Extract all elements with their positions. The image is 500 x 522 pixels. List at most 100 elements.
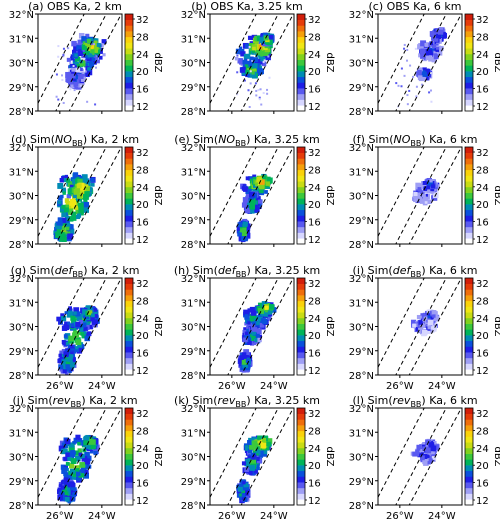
reflectivity-cell [63,456,68,462]
lat-tick-label: 28°N [9,240,34,251]
reflectivity-cell [251,456,256,462]
colorbar-unit-label: dBZ [152,52,163,72]
reflectivity-cell [248,45,251,48]
swath-line [378,147,425,237]
reflectivity-cell [412,75,415,78]
reflectivity-cell [75,67,81,73]
panel-plot: 32°N 31°N 30°N 29°N 28°N 26°W 24°W 32 28 24 20 16 12… [349,404,500,522]
swath-line [55,15,106,111]
reflectivity-cell [241,352,247,357]
reflectivity-cell [82,49,85,52]
reflectivity-cell [79,313,85,319]
reflectivity-cell [252,187,259,194]
reflectivity-cell [70,450,76,455]
reflectivity-cell [251,320,257,326]
colorbar-tick-label: 24 [136,314,149,325]
colorbar-tick-label: 12 [136,366,149,377]
reflectivity-cell [65,71,72,78]
reflectivity-cell [76,213,82,218]
reflectivity-cell [69,224,73,228]
lat-tick-label: 29°N [9,83,34,94]
reflectivity-cell [243,309,250,316]
reflectivity-cell [253,57,259,63]
reflectivity-cell [64,198,70,203]
reflectivity-cell [256,49,262,56]
panel-title: (c) OBS Ka, 6 km [368,0,462,13]
lat-tick-label: 32°N [349,143,374,154]
reflectivity-cell [57,200,62,205]
reflectivity-cell [423,181,430,188]
reflectivity-cell [410,319,417,325]
lat-tick-label: 29°N [181,477,206,488]
swath-line [210,408,257,498]
reflectivity-cell [90,49,95,54]
reflectivity-cell [249,465,256,471]
reflectivity-cell [69,69,75,75]
reflectivity-cell [55,95,58,98]
reflectivity-cell [92,56,99,63]
reflectivity-cell [58,445,65,452]
reflectivity-cell [260,312,264,316]
reflectivity-cell [436,51,439,54]
reflectivity-cell [397,84,400,87]
reflectivity-cell [55,73,58,76]
colorbar-tick-label: 12 [476,366,489,377]
reflectivity-cell [248,207,255,214]
reflectivity-cell [76,193,83,199]
reflectivity-cell [241,202,248,208]
reflectivity-cell [251,330,257,336]
swath-line [227,148,278,244]
lon-tick-label: 26°W [218,381,246,392]
reflectivity-cell [268,442,272,446]
reflectivity-cell [63,334,68,338]
reflectivity-cell [264,305,269,310]
lat-tick-label: 28°N [181,501,206,512]
reflectivity-cell [73,74,79,79]
reflectivity-cell [249,444,255,450]
colorbar-tick-label: 20 [308,461,321,472]
reflectivity-cell [267,55,270,58]
swath-line [210,278,257,368]
colorbar-tick-label: 32 [136,148,149,159]
reflectivity-cell [62,369,67,374]
reflectivity-cell [59,483,63,488]
reflectivity-cell [81,322,87,328]
reflectivity-cell [76,337,81,342]
reflectivity-cell [86,455,92,462]
reflectivity-cell [428,56,433,62]
reflectivity-cell [247,455,251,460]
reflectivity-cell [91,57,96,62]
colorbar-unit-label: dBZ [492,446,500,466]
reflectivity-cell [71,202,77,208]
lat-tick-label: 32°N [9,10,34,21]
reflectivity-cell [406,59,409,62]
reflectivity-cell [249,306,256,313]
panel-g: (g) Sim(defBB) Ka, 2 km 32°N 31°N 30°N 29°N 2… [0,264,165,392]
reflectivity-cell [245,43,249,48]
reflectivity-cell [73,450,79,456]
reflectivity-cell [101,39,107,45]
panel-title: (k) Sim(revBB) Ka, 3.25 km [174,394,320,410]
reflectivity-cell [258,452,264,458]
reflectivity-cell [417,44,423,50]
reflectivity-cell [83,440,89,446]
reflectivity-cell [245,333,250,338]
reflectivity-cell [72,344,76,348]
lat-tick-label: 32°N [181,143,206,154]
reflectivity-cell [251,316,257,322]
reflectivity-cell [241,359,248,365]
reflectivity-cell [257,337,262,343]
reflectivity-cell [86,100,89,103]
colorbar-unit-label: dBZ [324,52,335,72]
reflectivity-cell [251,325,256,330]
panel-b: (b) OBS Ka, 3.25 km 32°N 31°N 30°N 29°N 28°N 3… [172,0,337,128]
reflectivity-cell [264,190,268,194]
reflectivity-cell [74,346,79,350]
reflectivity-cell [70,323,75,328]
reflectivity-cell [242,362,249,368]
reflectivity-cell [235,48,242,55]
reflectivity-cell [439,35,444,40]
reflectivity-cell [61,359,68,366]
reflectivity-cell [74,72,78,76]
reflectivity-cell [251,440,258,447]
